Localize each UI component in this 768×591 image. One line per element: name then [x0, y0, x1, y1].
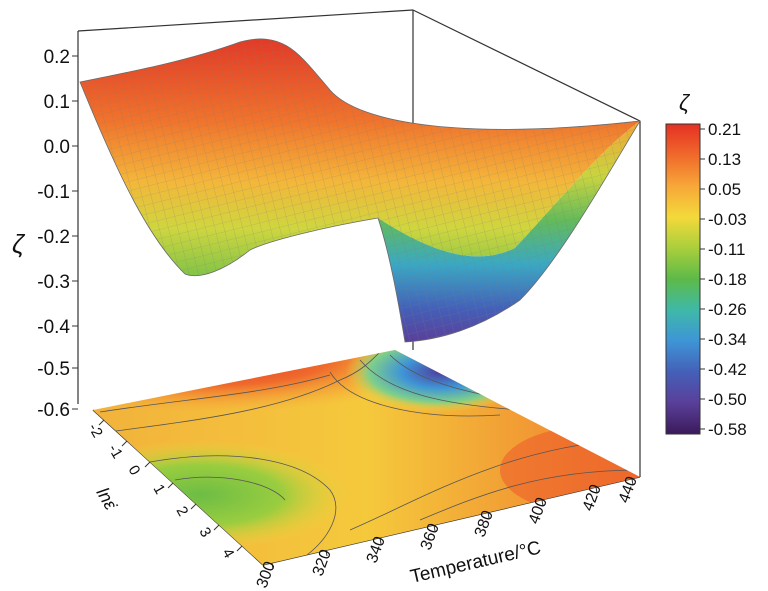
- y-tick-label: -1: [105, 442, 126, 462]
- colorbar-label: -0.58: [708, 420, 747, 439]
- colorbar-label: 0.21: [708, 120, 741, 139]
- z-tick-label: -0.4: [37, 317, 70, 338]
- z-tick-label: -0.6: [37, 400, 70, 421]
- colorbar-label: -0.11: [708, 240, 746, 259]
- y-tick-label: 0: [125, 463, 144, 479]
- x-tick-label: 300: [254, 559, 279, 590]
- z-tick-label: 0.1: [44, 92, 70, 113]
- colorbar-label: -0.42: [708, 360, 747, 379]
- floor-contour: [93, 350, 640, 565]
- z-tick-label: -0.1: [37, 182, 70, 203]
- y-tick-label: 1: [150, 482, 169, 498]
- z-tick-label: -0.5: [37, 359, 70, 380]
- colorbar: ζ 0.21 0.13 0.05 -0.03 -0.11 -0.18 -0.26…: [665, 90, 747, 439]
- y-tick-label: 4: [219, 546, 238, 562]
- colorbar-gradient: [665, 123, 701, 435]
- colorbar-title: ζ: [679, 90, 691, 115]
- surface-mesh: [79, 38, 641, 343]
- z-axis-label: ζ: [12, 229, 26, 259]
- z-tick-label: 0.0: [44, 137, 70, 158]
- colorbar-label: -0.03: [708, 210, 747, 229]
- colorbar-label: -0.34: [708, 330, 747, 349]
- colorbar-label: -0.18: [708, 270, 747, 289]
- z-tick-label: 0.2: [44, 47, 70, 68]
- y-axis-label: lnε̇: [93, 484, 122, 514]
- z-tick-label: -0.3: [37, 272, 70, 293]
- z-tick-label: -0.2: [37, 227, 70, 248]
- y-tick-label: -2: [85, 421, 106, 441]
- colorbar-label: 0.05: [708, 180, 741, 199]
- y-tick-label: 3: [196, 525, 215, 541]
- colorbar-label: -0.50: [708, 390, 747, 409]
- colorbar-label: 0.13: [708, 150, 741, 169]
- colorbar-label: -0.26: [708, 300, 747, 319]
- z-axis: 0.2 0.1 0.0 -0.1 -0.2 -0.3 -0.4 -0.5 -0.…: [12, 47, 78, 421]
- y-tick-label: 2: [173, 504, 192, 520]
